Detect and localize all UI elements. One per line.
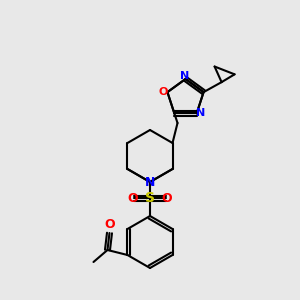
Text: O: O [128,191,138,205]
Text: N: N [196,108,205,118]
Text: O: O [104,218,115,232]
Text: O: O [162,191,172,205]
Text: S: S [145,191,155,205]
Text: N: N [145,176,155,188]
Text: N: N [180,71,189,81]
Text: O: O [159,87,168,97]
